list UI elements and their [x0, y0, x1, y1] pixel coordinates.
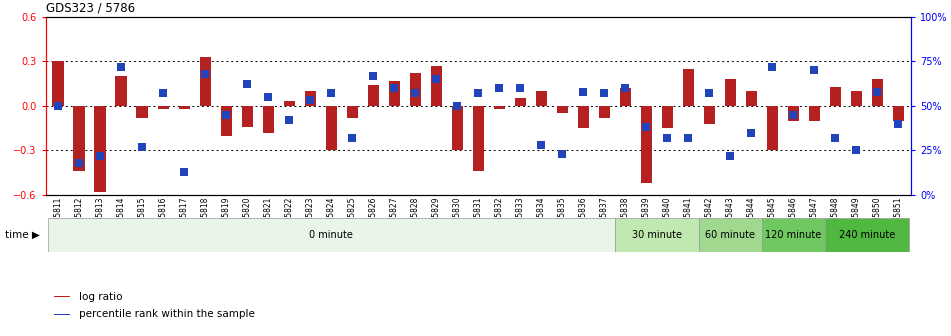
Point — [786, 112, 801, 118]
Bar — [598, 106, 611, 118]
Bar — [179, 106, 190, 109]
Bar — [452, 106, 463, 151]
Point — [597, 91, 612, 96]
Point — [681, 135, 696, 140]
Point — [114, 64, 129, 69]
Bar — [808, 106, 820, 121]
Point — [366, 73, 381, 78]
Point — [618, 85, 633, 91]
Bar — [200, 57, 211, 106]
Text: 30 minute: 30 minute — [631, 230, 682, 240]
Text: 240 minute: 240 minute — [839, 230, 895, 240]
Point — [891, 121, 906, 126]
Bar — [829, 87, 842, 106]
Point — [575, 89, 591, 94]
Point — [702, 91, 717, 96]
Point — [471, 91, 486, 96]
Point — [240, 82, 255, 87]
FancyBboxPatch shape — [48, 218, 615, 252]
Point — [281, 117, 297, 123]
Text: percentile rank within the sample: percentile rank within the sample — [79, 309, 255, 319]
FancyBboxPatch shape — [762, 218, 825, 252]
Bar — [52, 61, 64, 106]
Point — [323, 91, 339, 96]
Point — [344, 135, 359, 140]
Text: log ratio: log ratio — [79, 292, 122, 301]
Text: time ▶: time ▶ — [5, 230, 40, 240]
Bar — [389, 81, 400, 106]
Bar — [431, 66, 442, 106]
Bar — [683, 69, 694, 106]
Bar — [304, 91, 316, 106]
Bar — [242, 106, 253, 127]
FancyBboxPatch shape — [54, 296, 69, 297]
Point — [534, 142, 549, 148]
Bar — [662, 106, 673, 128]
Point — [723, 153, 738, 158]
Text: 120 minute: 120 minute — [766, 230, 822, 240]
Point — [870, 89, 885, 94]
Bar — [325, 106, 337, 151]
Point — [744, 130, 759, 135]
Bar — [410, 73, 421, 106]
Point — [513, 85, 528, 91]
Point — [219, 112, 234, 118]
Bar — [473, 106, 484, 171]
Bar — [94, 106, 107, 192]
Bar — [115, 76, 127, 106]
Text: 0 minute: 0 minute — [309, 230, 353, 240]
Point — [660, 135, 675, 140]
Point — [177, 169, 192, 174]
Bar — [283, 101, 295, 106]
Point — [554, 151, 570, 157]
Point — [198, 71, 213, 77]
Bar — [494, 106, 505, 109]
Point — [827, 135, 843, 140]
Text: 60 minute: 60 minute — [706, 230, 755, 240]
Bar — [787, 106, 799, 121]
Point — [261, 94, 276, 100]
Bar — [535, 91, 547, 106]
Point — [450, 103, 465, 109]
Point — [50, 103, 66, 109]
Point — [156, 91, 171, 96]
Bar — [556, 106, 568, 113]
Bar — [704, 106, 715, 124]
Bar — [767, 106, 778, 151]
Point — [639, 125, 654, 130]
Bar — [872, 79, 883, 106]
Point — [302, 98, 318, 103]
Bar — [746, 91, 757, 106]
Bar — [367, 85, 379, 106]
Bar — [158, 106, 169, 109]
Bar — [346, 106, 359, 118]
Point — [387, 85, 402, 91]
FancyBboxPatch shape — [615, 218, 699, 252]
Point — [92, 153, 107, 158]
Bar — [641, 106, 652, 183]
Bar — [620, 88, 631, 106]
Point — [408, 91, 423, 96]
FancyBboxPatch shape — [825, 218, 909, 252]
Point — [765, 64, 780, 69]
Bar — [73, 106, 85, 171]
Point — [806, 68, 822, 73]
Point — [849, 148, 864, 153]
Bar — [262, 106, 274, 132]
Bar — [725, 79, 736, 106]
Bar — [514, 98, 526, 106]
Point — [429, 77, 444, 82]
Bar — [221, 106, 232, 135]
Point — [492, 85, 507, 91]
Bar — [893, 106, 904, 121]
Bar — [850, 91, 863, 106]
FancyBboxPatch shape — [699, 218, 762, 252]
Point — [71, 160, 87, 166]
Text: GDS323 / 5786: GDS323 / 5786 — [46, 1, 135, 14]
Bar — [137, 106, 148, 118]
Point — [135, 144, 150, 150]
Bar — [577, 106, 590, 128]
